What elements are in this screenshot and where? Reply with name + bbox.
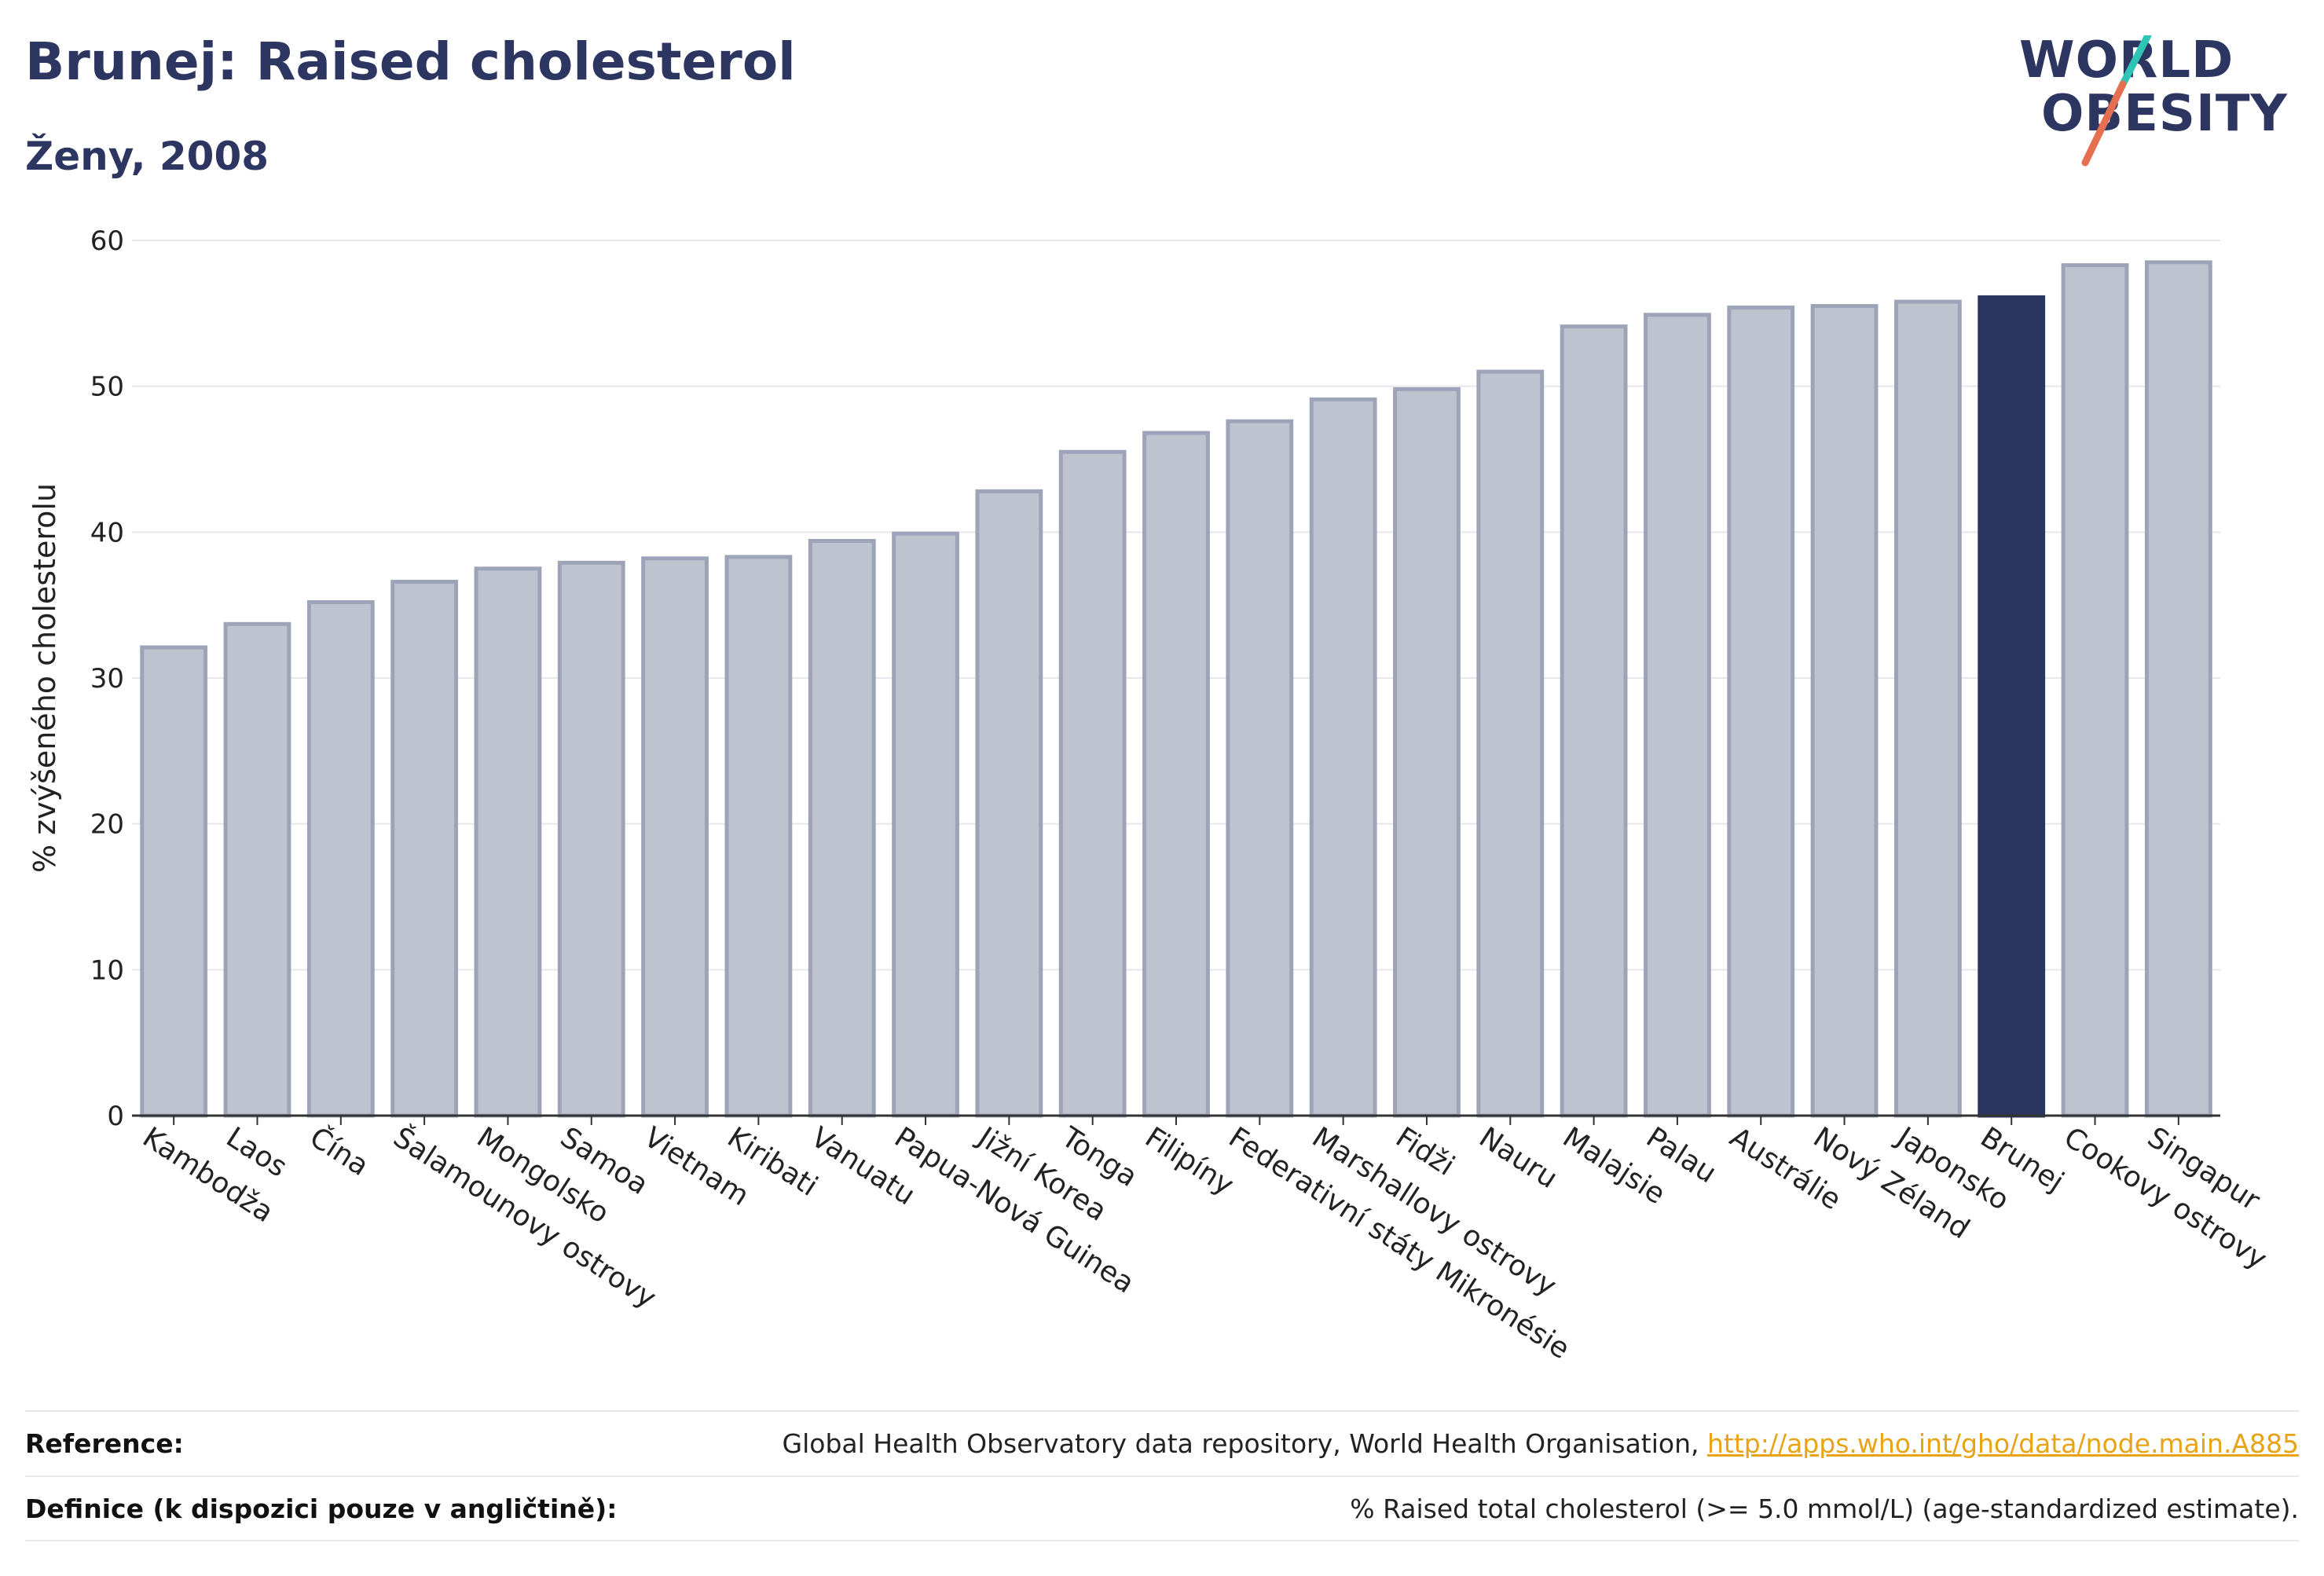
x-tick-label: Nauru [1473,1121,1563,1195]
y-axis: 0 10 20 30 40 50 60 [90,225,124,1132]
y-tick-label: 60 [90,225,124,257]
y-tick-label: 40 [90,517,124,548]
reference-row: Reference: Global Health Observatory dat… [25,1410,2299,1475]
chart-subtitle: Ženy, 2008 [25,134,269,179]
bar [1393,387,1461,1118]
y-tick-label: 0 [107,1101,124,1132]
bar [2144,260,2212,1118]
x-tick-label: Čína [304,1120,375,1182]
definition-row: Definice (k dispozici pouze v angličtině… [25,1475,2299,1540]
reference-label: Reference: [25,1428,184,1459]
bar [1560,324,1628,1118]
bar [390,579,459,1118]
bar [892,531,959,1118]
chart-title: Brunej: Raised cholesterol [25,31,796,92]
bar [2061,263,2129,1118]
logo-word-obesity: OBESITY [2041,85,2288,143]
y-tick-label: 10 [90,955,124,986]
bar [223,621,291,1118]
logo-slash-icon [2081,35,2152,167]
reference-value: Global Health Observatory data repositor… [783,1428,2299,1459]
bar [1309,397,1377,1118]
y-tick-label: 20 [90,809,124,841]
bar [724,555,793,1118]
x-tick-label: Filipíny [1139,1121,1239,1202]
bar [641,556,709,1118]
bar [808,538,876,1118]
bar [1978,295,2046,1118]
y-tick-label: 30 [90,663,124,695]
bar [1058,449,1127,1118]
bar [474,566,542,1118]
bar [1142,431,1210,1118]
bar [1644,313,1711,1118]
bar [140,645,208,1118]
bar [975,489,1043,1118]
bar [1810,304,1879,1118]
world-obesity-logo: WORLD OBESITY [2019,31,2287,167]
definition-text: % Raised total cholesterol (>= 5.0 mmol/… [1350,1493,2299,1524]
bar [1727,305,1795,1118]
bar [1476,369,1545,1118]
reference-link[interactable]: http://apps.who.int/gho/data/node.main.A… [1706,1428,2299,1459]
definition-label: Definice (k dispozici pouze v angličtině… [25,1493,618,1524]
bar [1226,419,1294,1118]
reference-text: Global Health Observatory data repositor… [782,1428,1707,1459]
bar [1893,299,1962,1118]
y-tick-label: 50 [90,372,124,403]
bar [306,599,375,1118]
footer-divider [25,1540,2299,1541]
bars [140,260,2212,1118]
bar [557,560,625,1118]
y-axis-label: % zvýšeného cholesterolu [27,483,62,873]
